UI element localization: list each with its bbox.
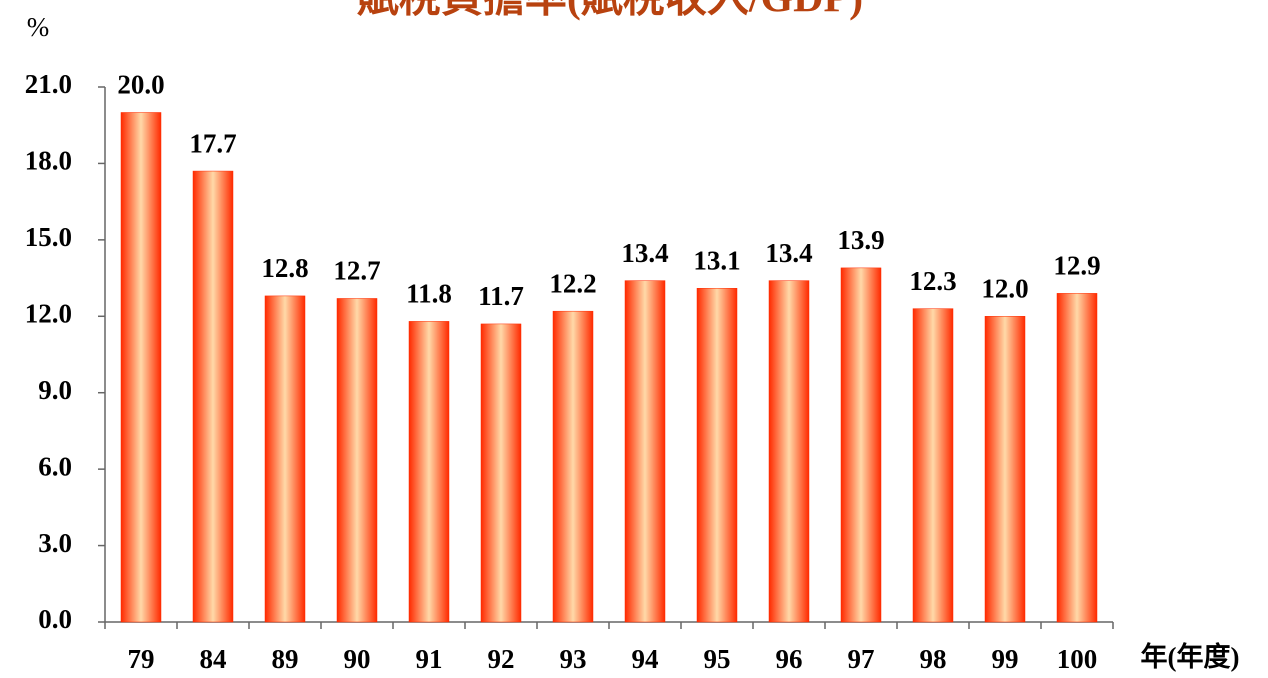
- y-tick-label: 9.0: [38, 375, 72, 405]
- y-tick-label: 0.0: [38, 604, 72, 634]
- bar: [768, 280, 810, 623]
- data-label: 12.8: [261, 253, 308, 283]
- y-tick-label: 6.0: [38, 451, 72, 481]
- data-label: 11.8: [406, 279, 452, 309]
- data-label: 12.3: [909, 266, 956, 296]
- x-tick-label: 96: [776, 644, 803, 674]
- y-tick-label: 18.0: [25, 146, 72, 176]
- data-label: 17.7: [189, 128, 236, 158]
- x-tick-label: 98: [920, 644, 947, 674]
- y-tick-label: 15.0: [25, 222, 72, 252]
- x-tick-label: 84: [200, 644, 227, 674]
- x-tick-label: 100: [1057, 644, 1098, 674]
- x-tick-label: 92: [488, 644, 515, 674]
- x-axis-label: 年(年度): [1141, 641, 1240, 672]
- bar: [480, 323, 522, 623]
- x-tick-label: 79: [128, 644, 155, 674]
- x-tick-label: 93: [560, 644, 587, 674]
- y-tick-label: 21.0: [25, 69, 72, 99]
- chart-title: 賦稅負擔率(賦稅收入/GDP): [357, 0, 863, 22]
- data-label: 13.4: [621, 238, 668, 268]
- data-label: 12.2: [549, 268, 596, 298]
- data-label: 13.1: [693, 245, 740, 275]
- bar: [552, 310, 594, 623]
- bar: [1056, 293, 1098, 623]
- bar: [192, 170, 234, 623]
- data-label: 13.9: [837, 225, 884, 255]
- data-label: 11.7: [478, 281, 524, 311]
- bar: [624, 280, 666, 623]
- data-label: 12.0: [981, 273, 1028, 303]
- bar: [120, 112, 162, 623]
- bar: [840, 267, 882, 623]
- bar: [696, 288, 738, 623]
- bar: [912, 308, 954, 623]
- x-tick-label: 99: [992, 644, 1019, 674]
- bar: [408, 321, 450, 623]
- x-tick-label: 90: [344, 644, 371, 674]
- y-tick-label: 12.0: [25, 298, 72, 328]
- y-axis-label: %: [27, 12, 50, 42]
- x-tick-label: 94: [632, 644, 659, 674]
- data-label: 12.7: [333, 256, 380, 286]
- data-label: 12.9: [1053, 251, 1100, 281]
- bar: [984, 316, 1026, 623]
- y-tick-label: 3.0: [38, 528, 72, 558]
- x-tick-label: 95: [704, 644, 731, 674]
- bar: [264, 295, 306, 623]
- data-label: 20.0: [117, 70, 164, 100]
- data-label: 13.4: [765, 238, 812, 268]
- x-tick-label: 89: [272, 644, 299, 674]
- x-tick-label: 97: [848, 644, 875, 674]
- x-tick-label: 91: [416, 644, 443, 674]
- bar: [336, 298, 378, 623]
